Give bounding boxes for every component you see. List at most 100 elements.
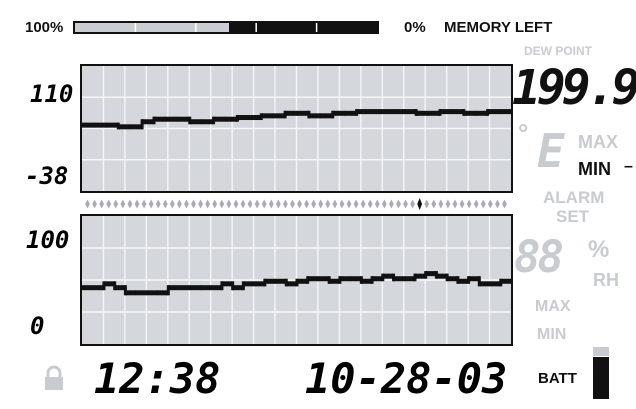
data-point [285,281,298,287]
timeline-marker [480,199,486,209]
data-step [283,110,287,119]
timeline-marker [148,199,154,209]
data-step [355,109,359,116]
data-point [500,278,511,284]
data-step [438,109,442,116]
timeline-marker [212,199,218,209]
data-point [339,276,351,282]
data-point [92,285,105,291]
data-step [166,285,170,296]
top-axis-max: 110 [30,80,74,108]
timeline-marker [360,199,366,209]
data-point [248,115,262,121]
memory-full-label: 100% [25,19,64,36]
data-step [116,122,120,130]
battery-cap [593,347,609,356]
timeline-marker [162,199,168,209]
data-point [391,109,405,115]
bottom-axis-min: 0 [30,312,45,340]
data-point [93,122,107,128]
lock-icon[interactable] [43,365,65,391]
data-step [263,278,267,287]
data-point [232,285,244,291]
timeline-marker [233,199,239,209]
timeline-marker [275,199,281,209]
data-point [157,290,169,296]
data-point [242,281,255,287]
data-point [317,276,330,282]
timeline-marker [389,199,394,209]
data-point [117,124,131,130]
min-marker: – [624,158,633,175]
date-display: 10-28-03 [305,354,508,403]
data-step [212,116,216,125]
timeline-marker [332,199,338,209]
timeline-marker [106,199,112,209]
data-step [152,116,156,125]
data-step [331,110,335,119]
timeline-marker [431,199,437,209]
timeline-marker [169,199,175,209]
timeline-marker [339,199,345,209]
data-point [307,276,319,282]
unit-letter: E [537,124,565,178]
max-label: MAX [578,132,618,152]
temperature-chart [80,64,513,193]
timeline-marker [325,199,331,209]
data-step [467,276,471,284]
data-step [359,276,363,284]
timeline-marker [396,199,401,209]
min-label: MIN [578,159,611,179]
memory-used-fill [229,23,377,32]
data-point [177,116,190,122]
dew-point-label: DEW POINT [524,44,592,58]
data-point [371,276,383,282]
timeline-marker [113,199,119,209]
timeline-marker [473,199,479,209]
timeline-marker [290,199,295,209]
data-point [167,285,180,291]
data-point [356,109,369,115]
data-point [332,110,345,116]
data-point [189,285,201,291]
data-point [446,276,458,282]
data-point [382,273,394,279]
data-step [123,285,127,296]
timeline-marker [247,199,253,209]
timeline-marker [410,199,415,209]
time-display: 12:38 [94,354,221,403]
data-step [307,110,311,119]
timeline-marker [487,199,493,209]
timeline-marker [92,199,97,209]
data-point [457,278,469,284]
data-point [105,122,119,128]
data-point [82,122,95,128]
data-step [370,276,374,284]
data-point [146,290,158,296]
timeline-marker [424,199,430,209]
data-step [231,281,235,291]
rh-percent: % [588,236,610,263]
timeline-markers[interactable] [84,197,508,211]
alarm-label: ALARM [543,188,605,207]
timeline-marker [381,199,387,209]
timeline-marker [219,199,225,209]
data-step [499,278,503,287]
data-point [260,113,274,119]
data-step [338,276,342,284]
timeline-marker [99,199,105,209]
timeline-marker [311,199,317,209]
rh-min-label: MIN [537,326,567,343]
data-point [478,281,491,287]
data-point [379,109,393,115]
timeline-marker [318,199,324,209]
data-step [445,273,449,282]
data-point [284,110,298,116]
data-point [103,281,115,287]
data-point [135,290,147,296]
timeline-marker [495,199,500,209]
timeline-marker [240,199,246,209]
top-axis-min: -38 [25,162,69,190]
memory-empty-label: 0% [404,19,426,36]
data-point [82,285,94,291]
